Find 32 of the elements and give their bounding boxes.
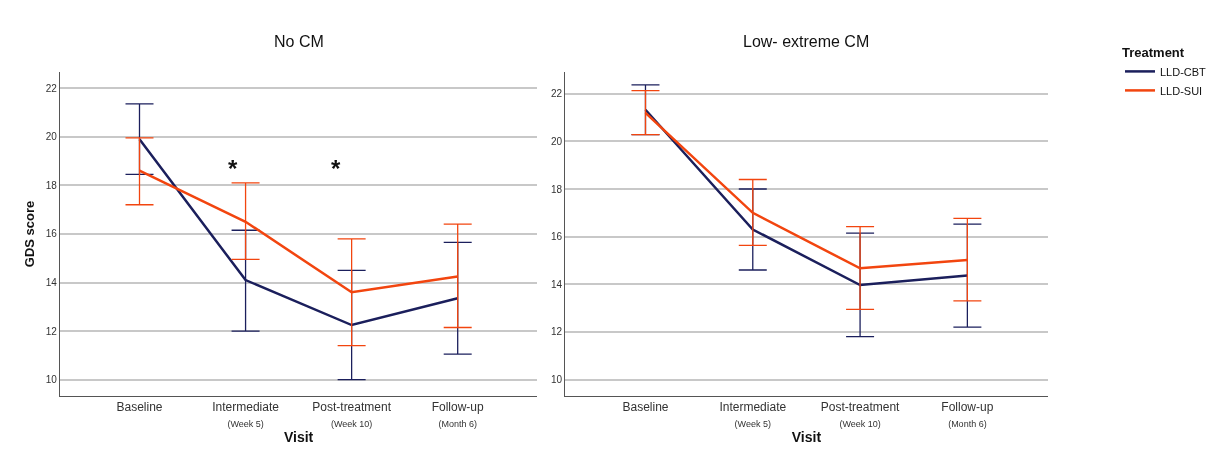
y-tick-label: 12 (550, 326, 563, 338)
y-tick-label: 10 (45, 374, 58, 386)
annotation: * (228, 155, 238, 182)
y-tick-label: 12 (45, 325, 58, 337)
x-axis-title: Visit (283, 428, 314, 445)
chart-title: Low- extreme CM (743, 33, 870, 50)
y-tick-label: 14 (550, 278, 563, 290)
y-tick-label: 18 (550, 183, 563, 195)
y-tick-label: 20 (550, 135, 563, 147)
x-tick-label: Follow-up (Month 6) (431, 399, 485, 429)
y-tick-label: 18 (45, 179, 58, 191)
chart-title: No CM (274, 33, 324, 50)
y-tick-label: 22 (45, 82, 58, 94)
x-tick-label: Post-treatment (Week 10) (312, 399, 392, 429)
x-axis-title: Visit (791, 428, 822, 445)
x-tick-label: Follow-up (Month 6) (941, 399, 994, 429)
y-tick-label: 14 (45, 277, 58, 289)
x-tick-label: Intermediate (Week 5) (719, 399, 787, 429)
y-tick-label: 16 (550, 231, 563, 243)
legend-label: LLD-SUI (1160, 84, 1203, 97)
annotation: * (331, 155, 341, 182)
y-tick-label: 16 (45, 228, 58, 240)
x-tick-label: Baseline (622, 399, 669, 414)
legend-title: Treatment (1122, 44, 1185, 60)
x-tick-label: Intermediate (Week 5) (212, 399, 280, 429)
legend-label: LLD-CBT (1160, 65, 1207, 78)
y-tick-label: 10 (550, 374, 563, 386)
y-axis-title: GDS score (21, 200, 37, 268)
y-tick-label: 20 (45, 131, 58, 143)
x-tick-label: Post-treatment (Week 10) (820, 399, 901, 429)
x-tick-label: Baseline (116, 399, 163, 414)
y-tick-label: 22 (550, 88, 563, 100)
